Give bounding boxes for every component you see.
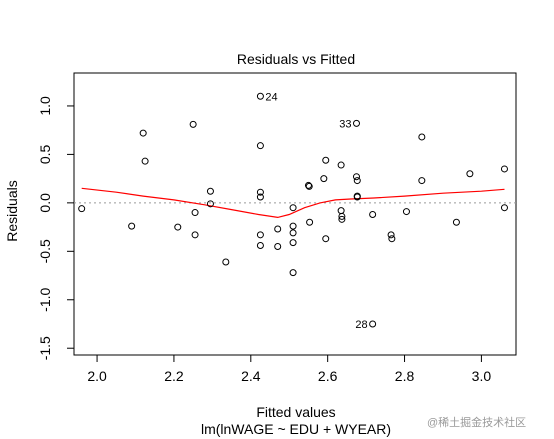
residual-point	[418, 133, 426, 141]
residual-point	[418, 177, 426, 185]
residual-point	[353, 177, 361, 185]
x-tick-label: 2.0	[87, 368, 107, 384]
residual-point	[128, 222, 136, 230]
residual-point	[500, 204, 508, 212]
y-tick-label: 0.0	[37, 193, 53, 213]
residual-point	[191, 209, 199, 217]
residual-point	[256, 193, 264, 201]
residual-point	[353, 193, 361, 201]
x-tick-label: 2.6	[318, 368, 338, 384]
residual-point	[322, 156, 330, 164]
residual-point	[256, 231, 264, 239]
residual-point	[78, 205, 86, 213]
residual-point	[352, 119, 360, 127]
x-tick-label: 2.4	[241, 368, 261, 384]
residual-point	[322, 235, 330, 243]
residual-point	[338, 215, 346, 223]
residual-point	[402, 208, 410, 216]
residual-point	[289, 229, 297, 237]
residual-point	[289, 239, 297, 247]
y-tick-label: 0.5	[37, 144, 53, 164]
residual-point	[174, 223, 182, 231]
residual-point	[466, 170, 474, 178]
residual-point	[289, 222, 297, 230]
residual-point	[320, 175, 328, 183]
axes	[73, 72, 517, 356]
residual-point	[222, 258, 230, 266]
y-tick-label: -1.0	[37, 287, 53, 311]
residual-point	[338, 212, 346, 220]
residual-point	[191, 231, 199, 239]
residual-point	[306, 218, 314, 226]
residual-point	[256, 92, 264, 100]
y-axis-label: Residuals	[4, 180, 20, 241]
residual-point	[289, 269, 297, 277]
x-tick-label: 2.2	[164, 368, 184, 384]
residual-point	[337, 207, 345, 215]
residual-point	[289, 204, 297, 212]
residual-point	[387, 231, 395, 239]
residual-points: 24 33 28	[78, 91, 508, 331]
residual-point	[256, 188, 264, 196]
y-tick-label: -0.5	[37, 239, 53, 263]
residual-point	[274, 225, 282, 233]
residual-point	[352, 173, 360, 181]
residual-point	[337, 161, 345, 169]
y-tick-label: -1.5	[37, 336, 53, 360]
residual-point	[369, 320, 377, 328]
x-axis-label: Fitted values	[256, 404, 335, 420]
residual-point	[206, 200, 214, 208]
y-axis-ticks: -1.5 -1.0 -0.5 0.0 0.5 1.0	[37, 96, 74, 360]
point-label: 28	[355, 319, 367, 331]
x-axis-sublabel: lm(lnWAGE ~ EDU + WYEAR)	[201, 421, 391, 437]
residual-point	[141, 157, 149, 165]
residual-point	[206, 187, 214, 195]
residual-point	[500, 165, 508, 173]
residual-point	[189, 120, 197, 128]
residual-point	[304, 181, 312, 189]
residual-point	[369, 210, 377, 218]
residual-point	[256, 142, 264, 150]
watermark: @稀土掘金技术社区	[427, 415, 526, 429]
y-tick-label: 1.0	[37, 96, 53, 116]
residual-point	[139, 129, 147, 137]
residual-point	[388, 235, 396, 243]
point-label: 33	[339, 118, 351, 130]
x-tick-label: 2.8	[395, 368, 415, 384]
residual-point	[452, 218, 460, 226]
residual-point	[305, 182, 313, 190]
residual-point	[256, 241, 264, 249]
x-axis-ticks: 2.0 2.2 2.4 2.6 2.8 3.0	[87, 355, 491, 384]
point-label: 24	[265, 91, 277, 103]
chart-title: Residuals vs Fitted	[237, 51, 355, 67]
loess-smoother-line	[81, 187, 505, 219]
residual-point	[274, 242, 282, 250]
x-tick-label: 3.0	[472, 368, 492, 384]
plot-frame	[73, 72, 517, 356]
